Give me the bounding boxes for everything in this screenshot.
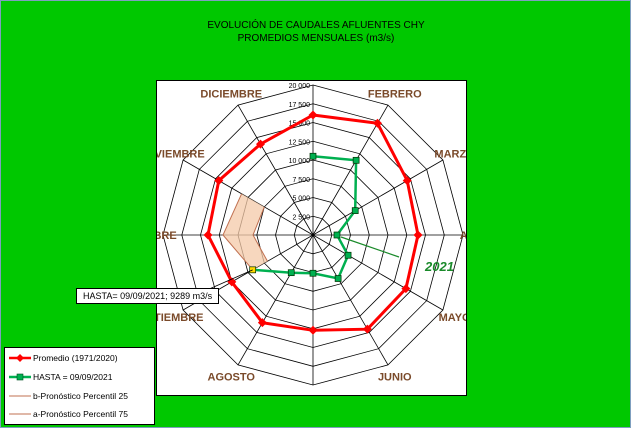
- hasta-point: [352, 156, 360, 164]
- legend-item-p75: a-Pronóstico Percentil 75: [5, 406, 154, 422]
- r-tick-label: 17 500: [289, 102, 311, 109]
- legend-label-p25: b-Pronóstico Percentil 25: [33, 391, 128, 401]
- plot-area: 2 500 5 000 7 500 10 000 12 500 15 000 17 500 2…: [156, 80, 467, 396]
- legend: Promedio (1971/2020) HASTA = 09/09/2021 …: [4, 347, 155, 425]
- hasta-point: [333, 231, 341, 239]
- series-line-percentil-25: [252, 206, 268, 262]
- month-label-noviembre: NOVIEMBRE: [157, 148, 205, 160]
- month-label-diciembre: DICIEMBRE: [200, 88, 262, 100]
- promedio-point: [402, 176, 412, 186]
- hasta-point: [351, 207, 359, 214]
- r-tick-label: 10 000: [289, 158, 311, 165]
- grid-spoke: [237, 104, 314, 236]
- r-tick-label: 12 500: [289, 139, 311, 146]
- legend-item-p25: b-Pronóstico Percentil 25: [5, 388, 154, 404]
- grid-spoke: [182, 159, 314, 236]
- month-label-marzo: MARZO: [434, 148, 466, 160]
- month-label-agosto: AGOSTO: [208, 372, 256, 384]
- hasta-point: [287, 269, 295, 277]
- promedio-point: [256, 139, 265, 149]
- r-tick-label: 2 500: [292, 214, 310, 221]
- promedio-point: [373, 118, 382, 128]
- r-tick-label: 5 000: [292, 196, 310, 203]
- hasta-point: [344, 251, 352, 259]
- legend-swatch-promedio: [9, 354, 31, 362]
- month-label-junio: JUNIO: [378, 372, 412, 384]
- legend-swatch-hasta: [9, 373, 31, 381]
- forecast-band: [223, 193, 268, 270]
- month-label-julio: JULIO: [297, 394, 330, 396]
- month-label-octubre: OCTUBRE: [157, 230, 177, 242]
- legend-label-hasta: HASTA = 09/09/2021: [33, 372, 113, 382]
- chart-subtitle: PROMEDIOS MENSUALES (m3/s): [237, 33, 395, 44]
- legend-label-p75: a-Pronóstico Percentil 75: [33, 409, 128, 419]
- legend-swatch-p25: [9, 395, 31, 397]
- chart-title: EVOLUCIÓN DE CAUDALES AFLUENTES CHY: [207, 20, 425, 31]
- promedio-point: [257, 318, 267, 328]
- grid-spoke: [312, 104, 389, 236]
- r-tick-label: 7 500: [292, 177, 310, 184]
- legend-swatch-p75: [9, 413, 31, 415]
- month-label-mayo: MAYO: [439, 312, 466, 324]
- promedio-point: [308, 110, 318, 120]
- series-line-percentil-75: [222, 193, 254, 271]
- annotation-2021-arrow: [340, 236, 400, 258]
- month-label-abril: ABRIL: [460, 230, 466, 242]
- hasta-point: [309, 269, 317, 277]
- grid-spoke: [237, 234, 314, 366]
- promedio-point: [308, 325, 318, 335]
- legend-label-promedio: Promedio (1971/2020): [33, 353, 118, 363]
- legend-item-hasta: HASTA = 09/09/2021: [5, 369, 154, 385]
- month-label-setiembre: SETIEMBRE: [157, 312, 203, 324]
- promedio-point: [413, 230, 423, 240]
- hasta-point: [309, 152, 317, 160]
- hasta-point: [334, 275, 342, 282]
- promedio-point: [203, 230, 213, 240]
- grid-spoke: [312, 234, 389, 366]
- grid-spoke: [312, 234, 444, 311]
- grid-spoke: [312, 159, 444, 236]
- r-tick-label: 20 000: [289, 83, 311, 90]
- last-value-callout: HASTA= 09/09/2021; 9289 m3/s: [76, 288, 220, 304]
- annotation-2021: 2021: [424, 259, 454, 274]
- chart-title-block: EVOLUCIÓN DE CAUDALES AFLUENTES CHY PROM…: [141, 19, 491, 45]
- legend-item-promedio: Promedio (1971/2020): [5, 350, 154, 366]
- month-label-febrero: FEBRERO: [368, 88, 422, 100]
- promedio-point: [362, 324, 372, 334]
- promedio-point: [214, 176, 224, 186]
- promedio-point: [401, 284, 411, 294]
